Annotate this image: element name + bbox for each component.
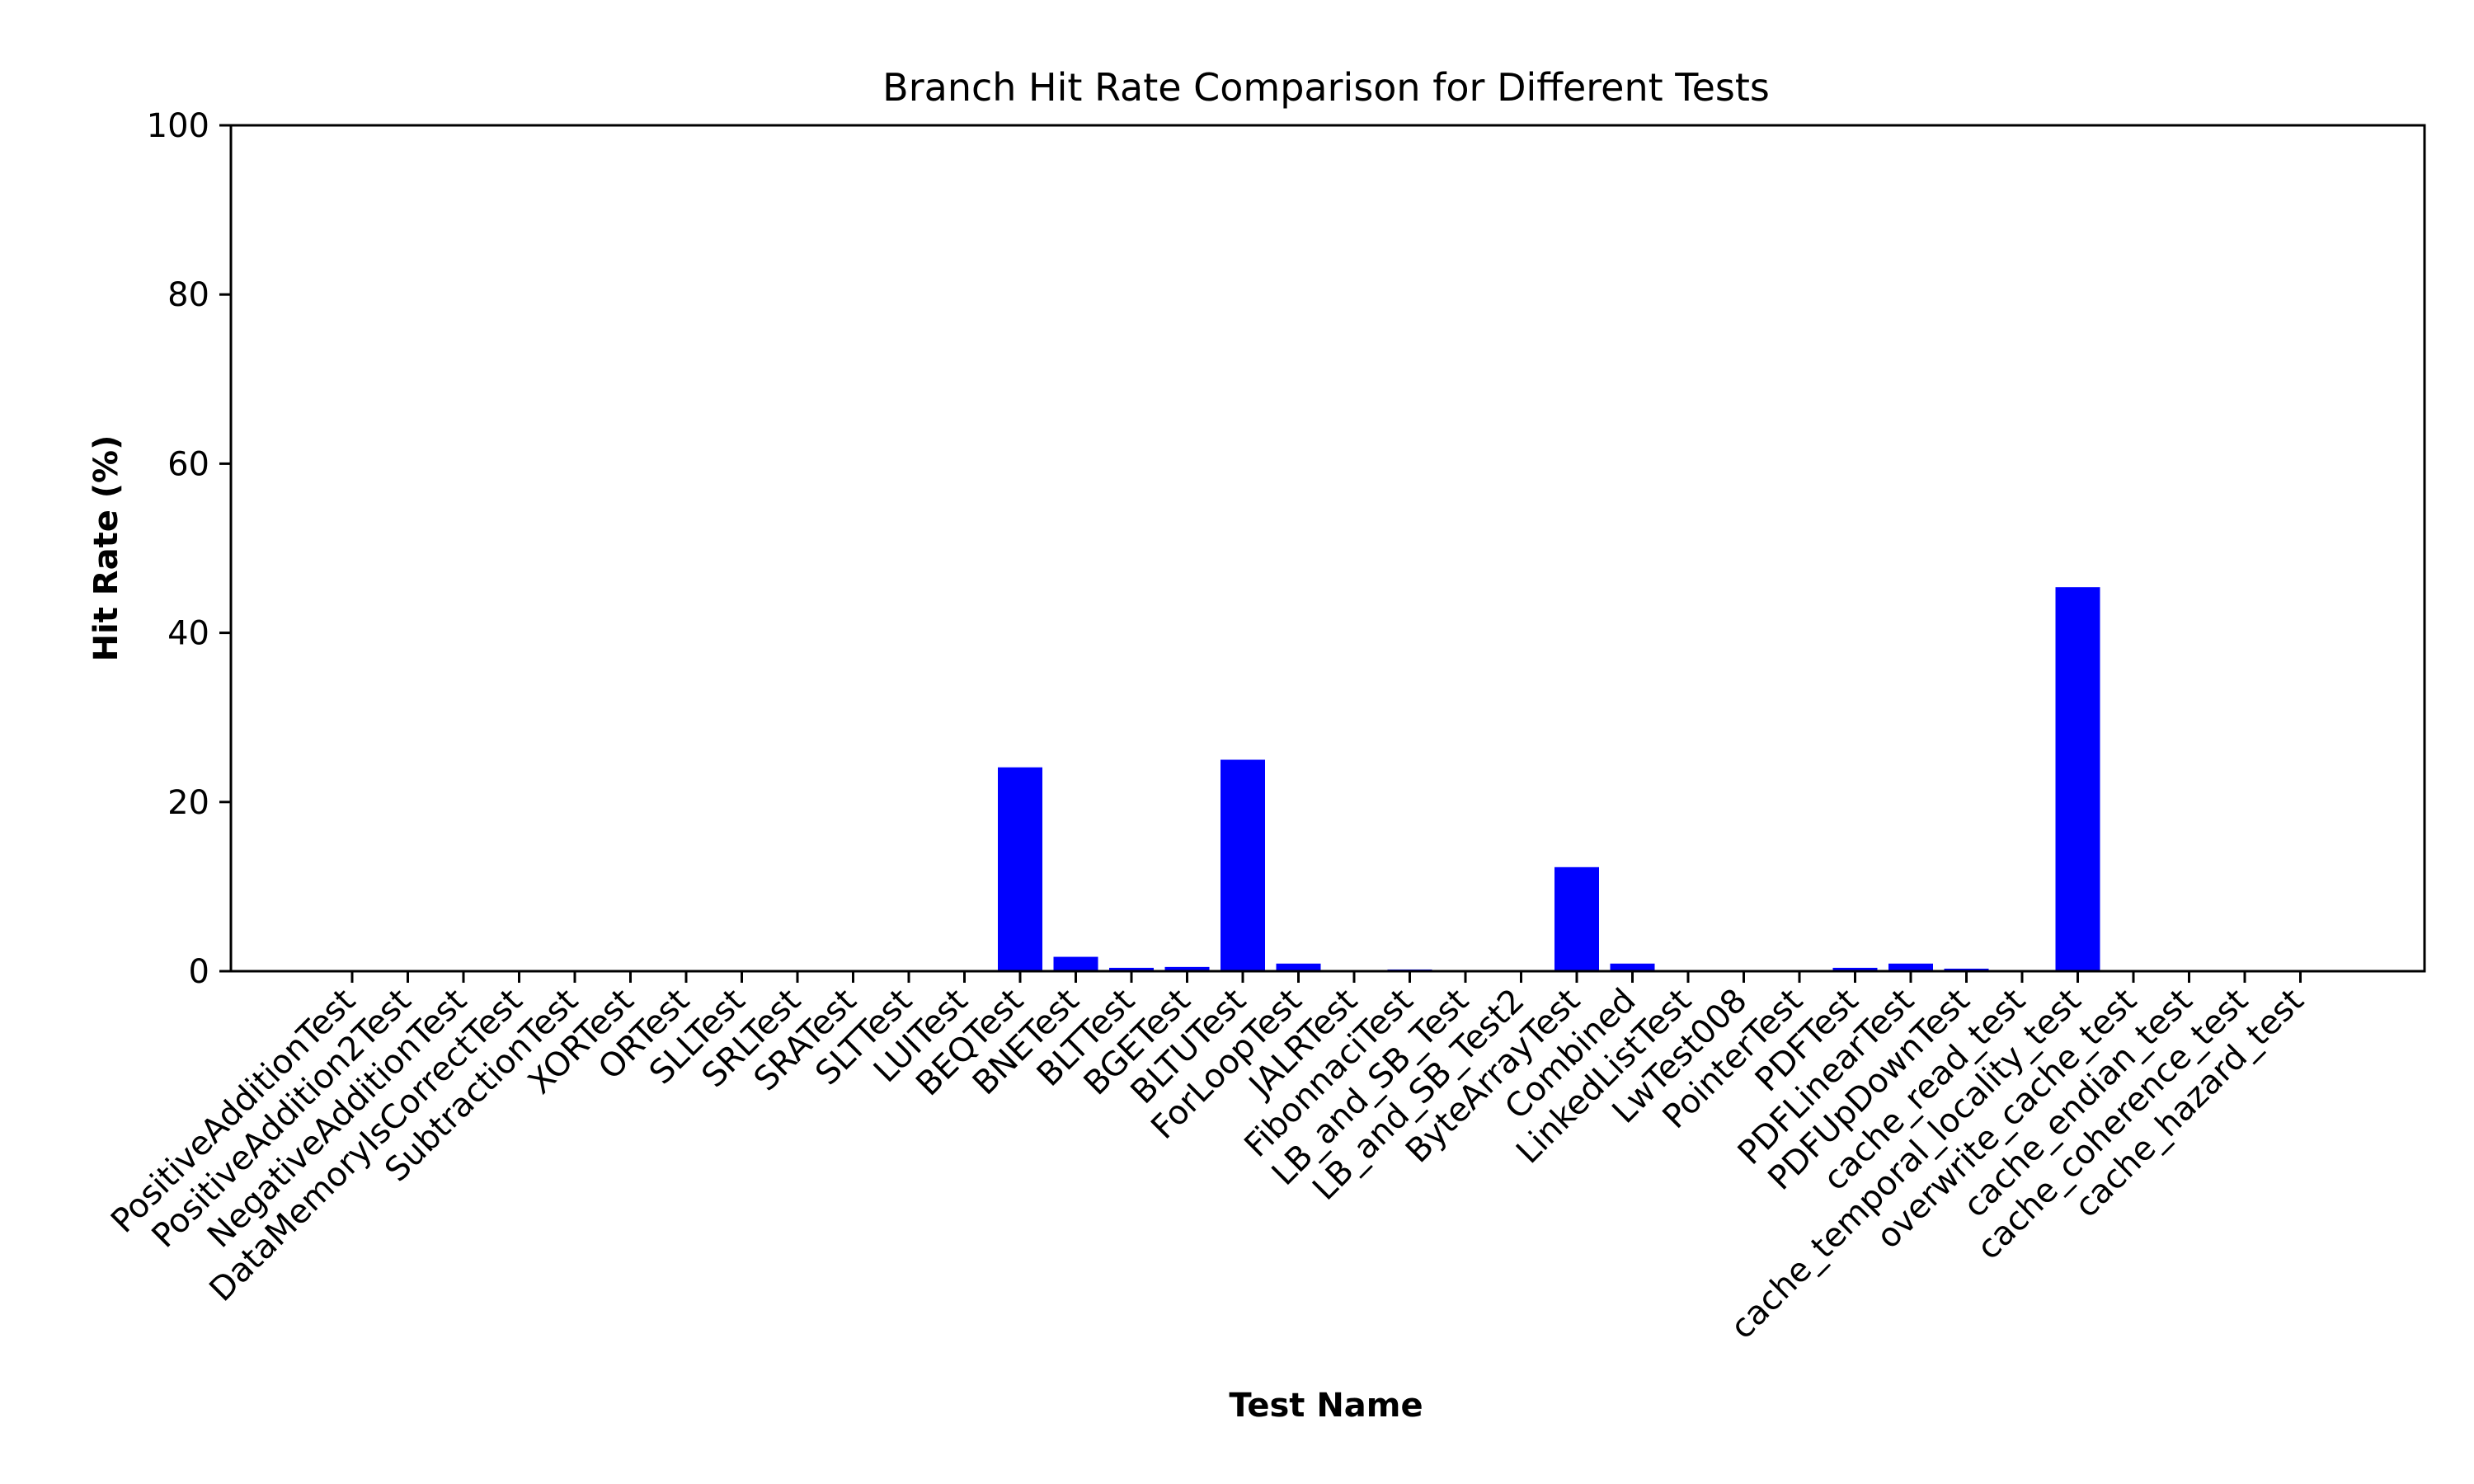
y-tick-label: 20 xyxy=(167,784,209,822)
bar-BLTTest xyxy=(1109,967,1154,971)
y-tick-label: 100 xyxy=(147,107,209,145)
bar-PDFLinearTest xyxy=(1888,963,1933,971)
bar-PDFUpDownTest xyxy=(1944,968,1989,971)
y-axis-label: Hit Rate (%) xyxy=(87,435,125,662)
bar-Combined xyxy=(1610,963,1655,971)
x-axis: PositiveAdditionTestPositiveAddition2Tes… xyxy=(104,971,2312,1346)
bar-BNETest xyxy=(1053,956,1098,971)
bar-BEQTest xyxy=(998,767,1042,971)
bar-BGETest xyxy=(1164,966,1210,971)
bar-BLTUTest xyxy=(1221,759,1265,971)
y-tick-label: 40 xyxy=(167,615,209,653)
y-tick-label: 80 xyxy=(167,276,209,314)
y-axis: 0 20 40 60 80 100 xyxy=(147,107,231,991)
y-tick-label: 0 xyxy=(189,953,209,991)
bars-group xyxy=(998,587,2100,971)
plot-frame xyxy=(229,124,2426,973)
bar-ForLoopTest xyxy=(1276,963,1321,971)
bar-ByteArrayTest xyxy=(1554,866,1599,971)
x-axis-label: Test Name xyxy=(1229,1387,1423,1425)
bar-PDFTest xyxy=(1832,967,1878,971)
y-tick-label: 60 xyxy=(167,445,209,483)
chart-title: Branch Hit Rate Comparison for Different… xyxy=(882,65,1770,110)
bar-cache_temporal_locality_test xyxy=(2055,587,2100,971)
